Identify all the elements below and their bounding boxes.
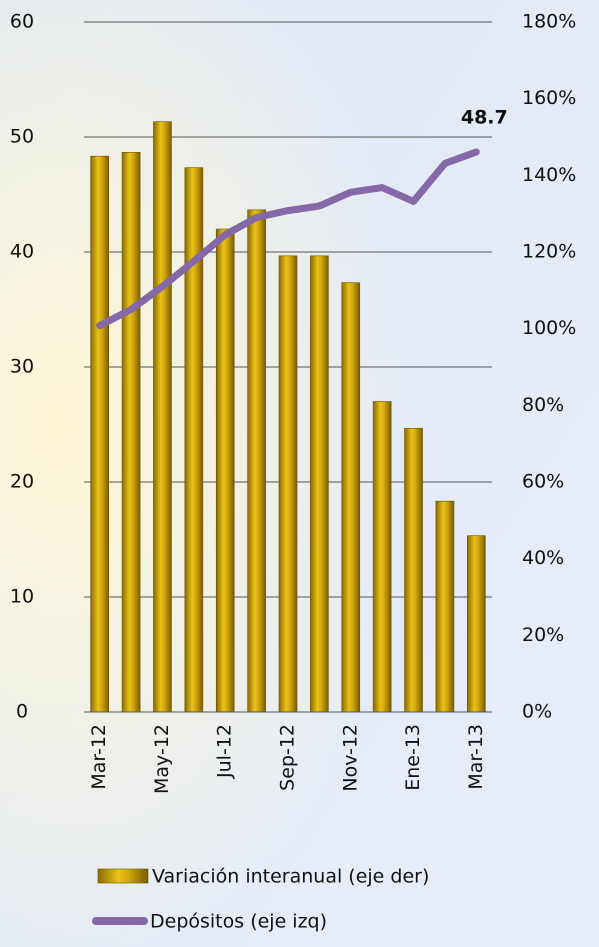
legend-label: Depósitos (eje izq)	[150, 911, 327, 933]
x-tick-label: May-12	[151, 724, 173, 794]
bar	[404, 428, 423, 713]
y-tick-label: 30	[10, 356, 34, 378]
bar	[184, 167, 204, 713]
bar	[341, 282, 361, 713]
y2-tick-label: 40%	[522, 547, 564, 569]
y2-tick-label: 60%	[522, 471, 564, 493]
y-tick-label: 50	[10, 126, 34, 148]
y2-tick-label: 180%	[522, 11, 576, 33]
x-tick-label: Ene-13	[402, 724, 424, 791]
y2-tick-label: 20%	[522, 624, 564, 646]
bar	[310, 255, 329, 713]
y-tick-label: 10	[10, 586, 34, 608]
legend-label: Variación interanual (eje der)	[152, 866, 429, 888]
line	[96, 148, 480, 330]
data-label: 48.7	[461, 106, 508, 128]
x-tick-label: Sep-12	[277, 724, 299, 791]
bar	[153, 121, 172, 713]
bar	[215, 228, 235, 713]
legend-swatch	[97, 868, 149, 884]
bar	[467, 535, 486, 713]
x-tick-label: Jul-12	[214, 724, 236, 779]
bar	[278, 255, 298, 713]
x-tick-label: Mar-13	[465, 724, 487, 790]
y-tick-label: 60	[10, 11, 34, 33]
y2-tick-label: 100%	[522, 317, 576, 339]
bar	[121, 152, 141, 713]
y2-tick-label: 140%	[522, 164, 576, 186]
x-tick-label: Nov-12	[339, 724, 361, 792]
y-tick-label: 20	[10, 471, 34, 493]
y2-tick-label: 0%	[522, 701, 552, 723]
bar	[372, 401, 392, 713]
bar	[90, 155, 109, 713]
bar	[247, 209, 266, 713]
y-tick-label: 0	[16, 701, 28, 723]
x-tick-label: Mar-12	[88, 724, 110, 790]
y2-tick-label: 160%	[522, 87, 576, 109]
bar	[435, 500, 455, 713]
y2-tick-label: 120%	[522, 241, 576, 263]
y-tick-label: 40	[10, 241, 34, 263]
y2-tick-label: 80%	[522, 394, 564, 416]
